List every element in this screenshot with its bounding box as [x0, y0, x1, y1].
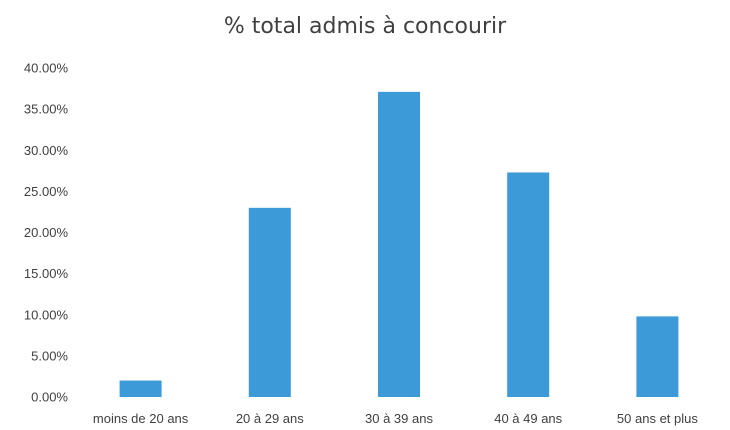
y-tick-label: 5.00%: [31, 348, 68, 363]
chart-title: % total admis à concourir: [223, 14, 507, 39]
y-tick-label: 35.00%: [24, 102, 69, 117]
y-tick-label: 30.00%: [24, 143, 69, 158]
y-tick-label: 15.00%: [24, 266, 69, 281]
bars: [119, 91, 679, 397]
x-tick-label: 50 ans et plus: [617, 411, 698, 426]
y-tick-label: 0.00%: [31, 390, 68, 405]
y-tick-label: 20.00%: [24, 225, 69, 240]
x-tick-label: 40 à 49 ans: [494, 411, 562, 426]
x-tick-label: moins de 20 ans: [93, 411, 189, 426]
x-tick-label: 20 à 29 ans: [236, 411, 304, 426]
y-axis: 0.00% 5.00% 10.00% 15.00% 20.00% 25.00% 30.00%…: [24, 61, 69, 405]
y-tick-label: 25.00%: [24, 184, 69, 199]
x-axis: moins de 20 ans 20 à 29 ans 30 à 39 ans 40 …: [93, 411, 698, 426]
y-tick-label: 40.00%: [24, 61, 69, 76]
x-tick-label: 30 à 39 ans: [365, 411, 433, 426]
bar: [248, 207, 291, 397]
y-tick-label: 10.00%: [24, 307, 69, 322]
bar: [507, 172, 550, 397]
bar: [119, 380, 162, 397]
bar: [636, 316, 679, 397]
bar: [378, 91, 420, 397]
